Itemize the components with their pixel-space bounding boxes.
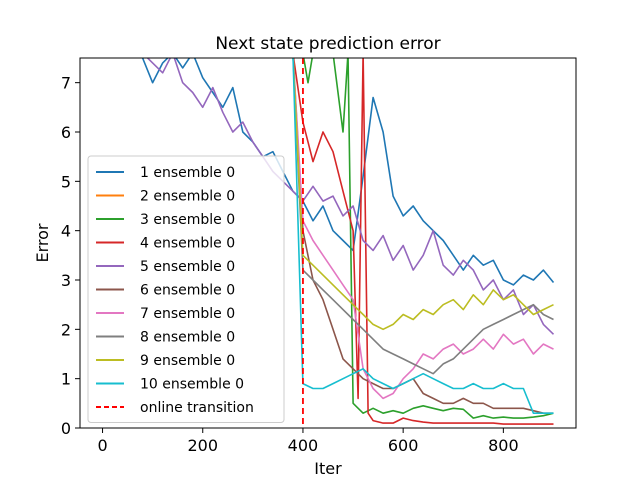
y-tick-label: 0 bbox=[61, 419, 71, 438]
series-line-4 bbox=[292, 58, 554, 425]
legend: 1 ensemble 0 2 ensemble 0 3 ensemble 0 4 en… bbox=[87, 155, 285, 423]
series-line-6 bbox=[292, 58, 554, 415]
series-line-5 bbox=[146, 58, 555, 335]
legend-label: 1 ensemble 0 bbox=[140, 165, 235, 181]
x-tick-label: 600 bbox=[388, 436, 419, 455]
series-layer bbox=[140, 58, 555, 425]
x-axis-title: Iter bbox=[314, 459, 342, 478]
legend-label: 10 ensemble 0 bbox=[140, 377, 244, 393]
legend-box bbox=[87, 155, 285, 423]
y-tick-label: 3 bbox=[61, 271, 71, 290]
y-axis: 0 1 2 3 4 5 6 7 bbox=[61, 74, 80, 438]
series-line-7 bbox=[292, 58, 554, 400]
y-tick-label: 2 bbox=[61, 320, 71, 339]
y-tick-label: 4 bbox=[61, 222, 71, 241]
y-tick-label: 1 bbox=[61, 370, 71, 389]
series-line-9 bbox=[292, 58, 554, 331]
legend-label: 9 ensemble 0 bbox=[140, 353, 235, 369]
legend-label: 7 ensemble 0 bbox=[140, 306, 235, 322]
series-line-1 bbox=[140, 58, 555, 286]
x-tick-label: 400 bbox=[288, 436, 319, 455]
legend-label: 5 ensemble 0 bbox=[140, 259, 235, 275]
legend-label: 4 ensemble 0 bbox=[140, 236, 235, 252]
y-tick-label: 6 bbox=[61, 123, 71, 142]
y-axis-title: Error bbox=[33, 223, 52, 262]
x-tick-label: 800 bbox=[488, 436, 519, 455]
series-line-3 bbox=[302, 58, 554, 419]
y-tick-label: 7 bbox=[61, 74, 71, 93]
legend-label: 3 ensemble 0 bbox=[140, 212, 235, 228]
x-tick-label: 200 bbox=[187, 436, 218, 455]
chart-title: Next state prediction error bbox=[215, 34, 440, 54]
series-line-8 bbox=[292, 58, 554, 375]
x-tick-label: 0 bbox=[97, 436, 107, 455]
legend-label: 2 ensemble 0 bbox=[140, 189, 235, 205]
series-line-10 bbox=[292, 58, 554, 415]
plot-frame bbox=[79, 57, 577, 429]
x-axis: 0 200 400 600 800 bbox=[97, 428, 519, 455]
y-tick-label: 5 bbox=[61, 172, 71, 191]
legend-label: 6 ensemble 0 bbox=[140, 283, 235, 299]
legend-label: online transition bbox=[140, 400, 254, 416]
legend-label: 8 ensemble 0 bbox=[140, 330, 235, 346]
